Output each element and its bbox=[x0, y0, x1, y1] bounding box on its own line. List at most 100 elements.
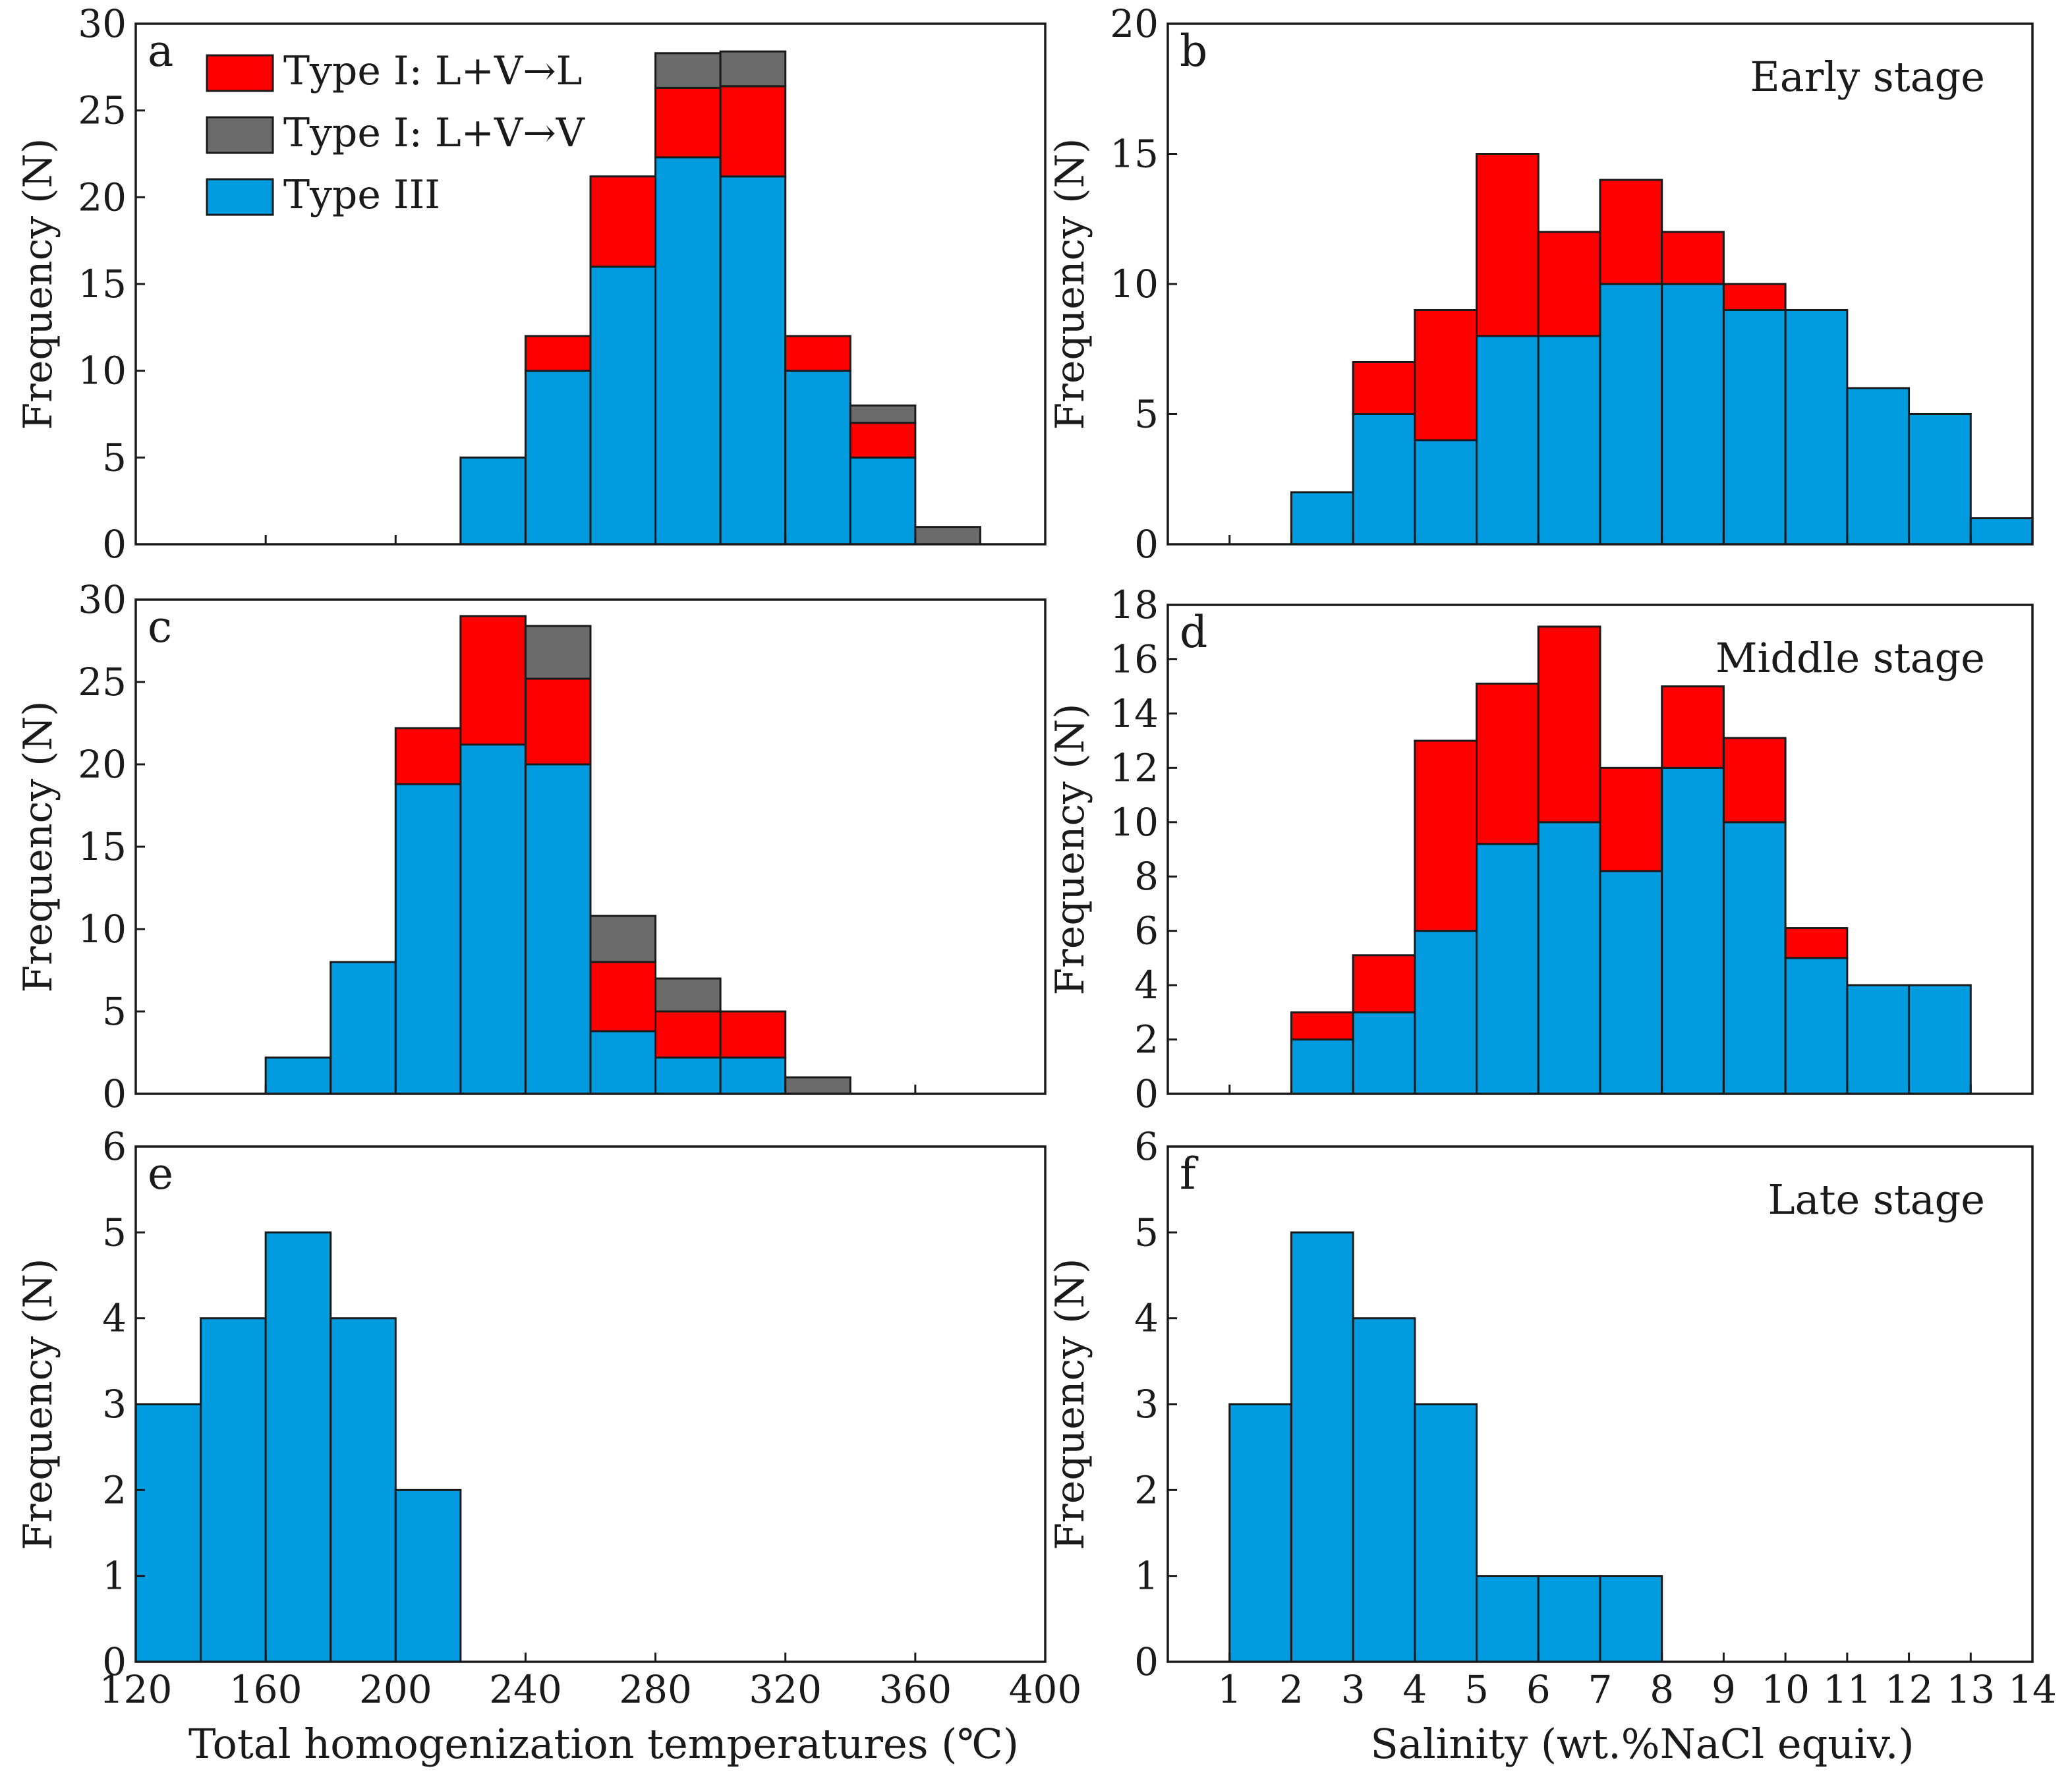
stage-label-b: Early stage bbox=[1750, 53, 1986, 101]
bar-d-type_iii-2 bbox=[1290, 1038, 1354, 1095]
panel-label-d: d bbox=[1180, 607, 1207, 658]
y-tick-label-d-6: 12 bbox=[1110, 745, 1159, 790]
bar-d-type_iii-7 bbox=[1599, 870, 1663, 1095]
bar-c-type_iii-8 bbox=[654, 1056, 722, 1095]
y-tick-label-d-9: 18 bbox=[1110, 582, 1159, 627]
y-tick-label-a-6: 30 bbox=[78, 1, 127, 46]
y-axis-label-f: Frequency (N) bbox=[1047, 1259, 1093, 1550]
y-tick-label-c-6: 30 bbox=[78, 577, 127, 622]
y-tick-label-e-2: 2 bbox=[102, 1467, 127, 1512]
bar-b-type_iii-9 bbox=[1722, 309, 1787, 546]
stage-label-f: Late stage bbox=[1768, 1176, 1985, 1224]
bar-e-type_iii-1 bbox=[200, 1317, 267, 1663]
bar-b-type_iii-13 bbox=[1969, 517, 2034, 546]
y-tick-label-f-5: 5 bbox=[1134, 1210, 1159, 1255]
y-tick-label-c-2: 10 bbox=[78, 907, 127, 951]
bar-d-type_iii-4 bbox=[1414, 930, 1478, 1095]
bar-d-type_iii-9 bbox=[1722, 821, 1787, 1095]
x-tick-label-f-2: 3 bbox=[1341, 1667, 1366, 1712]
bar-a-type_i_v-12 bbox=[914, 526, 981, 546]
x-tick-label-e-4: 280 bbox=[619, 1667, 692, 1712]
y-tick-label-d-0: 0 bbox=[1134, 1071, 1159, 1116]
bar-f-type_iii-2 bbox=[1290, 1231, 1354, 1663]
bar-b-type_i_l-8 bbox=[1661, 231, 1725, 285]
bar-d-type_iii-12 bbox=[1908, 984, 1972, 1095]
bar-d-type_i_l-9 bbox=[1722, 737, 1787, 824]
legend-label-type_i_l: Type I: L+V→L bbox=[283, 48, 582, 94]
bar-f-type_iii-1 bbox=[1228, 1403, 1292, 1663]
y-tick-label-a-0: 0 bbox=[102, 522, 127, 567]
y-tick-label-d-7: 14 bbox=[1110, 691, 1159, 736]
bar-c-type_i_l-6 bbox=[524, 677, 592, 766]
x-tick-label-f-6: 7 bbox=[1588, 1667, 1613, 1712]
bar-c-type_i_l-7 bbox=[589, 961, 657, 1033]
bar-f-type_iii-7 bbox=[1599, 1575, 1663, 1663]
y-tick-label-d-2: 4 bbox=[1134, 963, 1159, 1007]
bar-f-type_iii-4 bbox=[1414, 1403, 1478, 1663]
bar-b-type_iii-6 bbox=[1537, 335, 1601, 546]
x-axis-label-temperature: Total homogenization temperatures (℃) bbox=[188, 1720, 1019, 1768]
bar-b-type_iii-8 bbox=[1661, 283, 1725, 546]
bar-a-type_i_l-11 bbox=[849, 422, 917, 459]
bar-a-type_i_l-7 bbox=[589, 175, 657, 268]
y-tick-label-d-1: 2 bbox=[1134, 1017, 1159, 1062]
y-tick-label-f-1: 1 bbox=[1134, 1554, 1159, 1599]
bar-a-type_i_l-6 bbox=[524, 335, 592, 372]
bar-c-type_i_l-4 bbox=[394, 727, 462, 785]
bar-c-type_iii-9 bbox=[719, 1056, 787, 1095]
bar-d-type_iii-8 bbox=[1661, 766, 1725, 1095]
bar-b-type_iii-3 bbox=[1352, 413, 1416, 546]
bar-a-type_iii-11 bbox=[849, 456, 917, 546]
bar-b-type_i_l-6 bbox=[1537, 231, 1601, 337]
y-tick-label-d-3: 6 bbox=[1134, 909, 1159, 953]
y-tick-label-f-2: 2 bbox=[1134, 1467, 1159, 1512]
panel-c: 0 5 10 15 20 25 30 Frequency (N) c bbox=[15, 577, 1047, 1116]
bar-c-type_iii-3 bbox=[330, 961, 397, 1095]
bar-b-type_i_l-7 bbox=[1599, 179, 1663, 285]
y-axis-label-a: Frequency (N) bbox=[15, 138, 61, 430]
stage-label-d: Middle stage bbox=[1715, 634, 1985, 682]
legend: Type I: L+V→L Type I: L+V→V Type III bbox=[206, 48, 586, 218]
bar-c-type_i_l-9 bbox=[719, 1010, 787, 1059]
bar-f-type_iii-6 bbox=[1537, 1575, 1601, 1663]
panel-a: 0 5 10 15 20 25 30 Frequency (N) a bbox=[15, 1, 1047, 567]
y-tick-label-c-5: 25 bbox=[78, 660, 127, 704]
bar-c-type_iii-5 bbox=[459, 743, 527, 1095]
bar-a-type_iii-7 bbox=[589, 266, 657, 546]
bar-d-type_i_l-10 bbox=[1784, 927, 1849, 959]
bar-b-type_iii-11 bbox=[1846, 387, 1911, 546]
y-tick-label-f-6: 6 bbox=[1134, 1124, 1159, 1169]
x-tick-label-f-9: 10 bbox=[1761, 1667, 1810, 1712]
y-tick-label-b-2: 10 bbox=[1110, 262, 1159, 306]
y-tick-label-e-4: 4 bbox=[102, 1296, 127, 1341]
y-tick-label-b-4: 20 bbox=[1110, 1, 1159, 46]
y-tick-label-a-1: 5 bbox=[102, 435, 127, 480]
bar-c-type_i_v-10 bbox=[784, 1076, 851, 1095]
bar-b-type_iii-12 bbox=[1908, 413, 1972, 546]
bar-d-type_i_l-4 bbox=[1414, 739, 1478, 932]
y-tick-label-d-5: 10 bbox=[1110, 800, 1159, 845]
panel-label-c: c bbox=[148, 602, 172, 652]
bar-d-type_iii-11 bbox=[1846, 984, 1911, 1095]
legend-swatch-type_iii bbox=[206, 178, 274, 216]
y-axis-label-c: Frequency (N) bbox=[15, 701, 61, 993]
bar-b-type_i_l-9 bbox=[1722, 283, 1787, 311]
bar-c-type_i_l-8 bbox=[654, 1010, 722, 1059]
bar-b-type_iii-5 bbox=[1476, 335, 1540, 546]
y-axis-label-d: Frequency (N) bbox=[1047, 704, 1093, 996]
bar-d-type_i_l-3 bbox=[1352, 954, 1416, 1013]
bar-c-type_iii-2 bbox=[264, 1056, 332, 1095]
bar-f-type_iii-3 bbox=[1352, 1317, 1416, 1663]
bar-b-type_iii-10 bbox=[1784, 309, 1849, 546]
y-axis-label-b: Frequency (N) bbox=[1047, 138, 1093, 430]
panel-label-f: f bbox=[1180, 1149, 1199, 1199]
bar-a-type_iii-9 bbox=[719, 175, 787, 546]
x-tick-label-f-7: 8 bbox=[1650, 1667, 1674, 1712]
y-tick-label-c-3: 15 bbox=[78, 824, 127, 869]
x-tick-label-e-3: 240 bbox=[489, 1667, 562, 1712]
y-tick-label-c-4: 20 bbox=[78, 742, 127, 787]
panel-label-b: b bbox=[1180, 26, 1207, 76]
bar-d-type_i_l-7 bbox=[1599, 766, 1663, 872]
